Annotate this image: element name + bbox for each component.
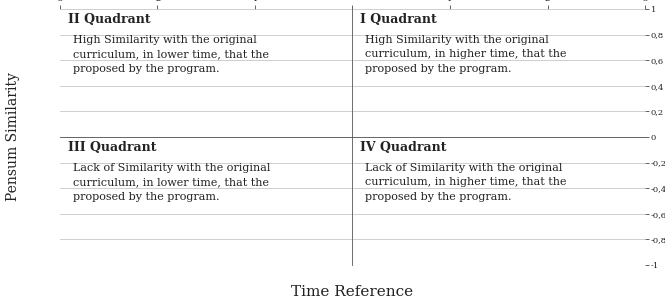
Text: Lack of Similarity with the original
curriculum, in higher time, that the
propos: Lack of Similarity with the original cur…: [365, 163, 567, 202]
Text: Lack of Similarity with the original
curriculum, in lower time, that the
propose: Lack of Similarity with the original cur…: [72, 163, 270, 202]
Text: High Similarity with the original
curriculum, in higher time, that the
proposed : High Similarity with the original curric…: [365, 35, 567, 74]
Text: II Quadrant: II Quadrant: [68, 13, 150, 26]
Text: I Quadrant: I Quadrant: [360, 13, 437, 26]
Text: Pensum Similarity: Pensum Similarity: [6, 73, 20, 201]
Text: IV Quadrant: IV Quadrant: [360, 141, 447, 154]
Text: High Similarity with the original
curriculum, in lower time, that the
proposed b: High Similarity with the original curric…: [72, 35, 269, 74]
Text: III Quadrant: III Quadrant: [68, 141, 156, 154]
X-axis label: Time Reference: Time Reference: [291, 285, 414, 299]
